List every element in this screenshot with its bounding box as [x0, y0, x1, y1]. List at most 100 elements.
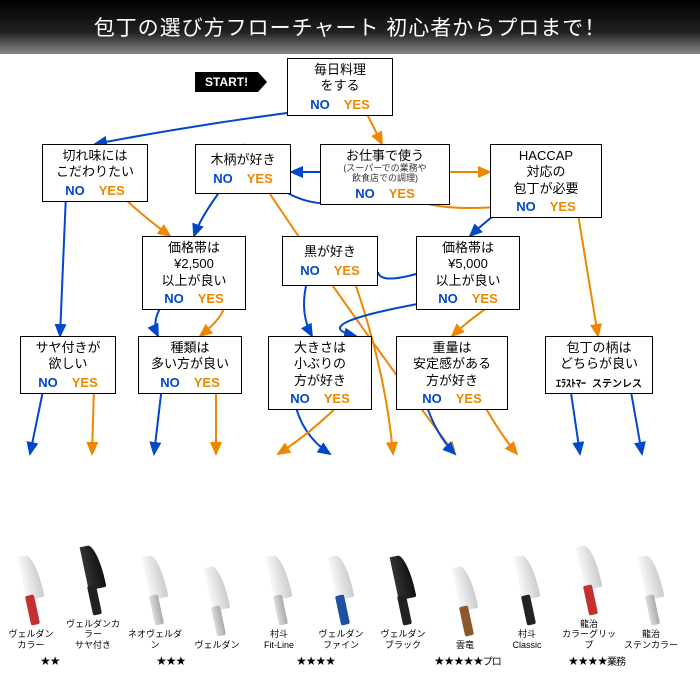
- edge: [570, 386, 580, 454]
- product: 龍治カラーグリップ: [558, 545, 620, 650]
- edge: [576, 202, 598, 336]
- product: 雲竜: [434, 566, 496, 650]
- no-label: NO: [516, 199, 536, 214]
- decision-subtext: (スーパーでの業務や飲食店での調理): [343, 164, 426, 184]
- product-name: ヴェルダンブラック: [372, 629, 434, 650]
- decision-text: 価格帯は¥5,000以上が良い: [435, 240, 500, 289]
- product-name: ヴェルダンファイン: [310, 629, 372, 650]
- knife-icon: [126, 555, 184, 627]
- decision-text: 大きさは小ぶりの方が好き: [294, 340, 346, 389]
- decision-text: 重量は安定感がある方が好き: [413, 340, 491, 389]
- no-label: NO: [300, 263, 320, 278]
- edge: [630, 386, 642, 454]
- knife-icon: [188, 566, 246, 638]
- knife-icon: [560, 545, 618, 617]
- product-name: ヴェルダンカラーサヤ付き: [62, 619, 124, 650]
- no-yes-row: NOYES: [38, 375, 98, 390]
- yes-label: YES: [99, 183, 125, 198]
- knife-icon: [2, 555, 60, 627]
- no-label: NO: [290, 391, 310, 406]
- no-yes-row: ｴﾗｽﾄﾏｰステンレス: [556, 375, 642, 390]
- product: ネオヴェルダン: [124, 555, 186, 650]
- knife-icon: [64, 545, 122, 617]
- edge: [304, 286, 312, 336]
- product: ヴェルダンファイン: [310, 555, 372, 650]
- product: ヴェルダンカラーサヤ付き: [62, 545, 124, 650]
- option-1: ｴﾗｽﾄﾏｰ: [556, 375, 586, 390]
- knife-icon: [374, 555, 432, 627]
- product-name: ヴェルダン: [186, 640, 248, 650]
- yes-label: YES: [456, 391, 482, 406]
- no-yes-row: NO YES: [290, 391, 350, 406]
- yes-label: YES: [324, 391, 350, 406]
- decision-n1: 切れ味にはこだわりたい NO YES: [42, 144, 148, 202]
- rating: ★★★★: [296, 654, 335, 668]
- product: 龍治ステンカラー: [620, 555, 682, 650]
- no-yes-row: NOYES: [160, 375, 220, 390]
- yes-label: YES: [198, 291, 224, 306]
- rating: ★★★★業務: [568, 653, 625, 668]
- product-name: ヴェルダンカラー: [0, 629, 62, 650]
- yes-label: YES: [550, 199, 576, 214]
- no-yes-row: NO YES: [300, 263, 360, 278]
- decision-text: 木柄が好き: [210, 152, 275, 168]
- no-label: NO: [438, 291, 458, 306]
- decision-n8: サヤ付きが欲しい NOYES: [20, 336, 116, 394]
- decision-n2: 木柄が好き NO YES: [195, 144, 291, 194]
- edge: [60, 194, 66, 336]
- no-label: NO: [38, 375, 58, 390]
- decision-n6: 黒が好き NO YES: [282, 236, 378, 286]
- no-yes-row: NOYES: [310, 97, 370, 112]
- yes-label: YES: [389, 186, 415, 201]
- decision-n9: 種類は多い方が良い NOYES: [138, 336, 242, 394]
- header-title: 包丁の選び方フローチャート 初心者からプロまで！: [94, 12, 607, 42]
- product: ヴェルダン: [186, 566, 248, 650]
- decision-n5: 価格帯は¥2,500以上が良いNOYES: [142, 236, 246, 310]
- knife-icon: [622, 555, 680, 627]
- decision-n12: 包丁の柄はどちらが良い ｴﾗｽﾄﾏｰステンレス: [545, 336, 653, 394]
- yes-label: YES: [247, 171, 273, 186]
- knife-icon: [436, 566, 494, 638]
- product-name: 村斗Classic: [496, 629, 558, 650]
- product-name: 龍治カラーグリップ: [558, 619, 620, 650]
- no-yes-row: NO YES: [164, 291, 224, 306]
- decision-text: 切れ味にはこだわりたい: [56, 148, 134, 181]
- decision-n3: お仕事で使う(スーパーでの業務や飲食店での調理)NOYES: [320, 144, 450, 205]
- no-label: NO: [355, 186, 375, 201]
- no-label: NO: [310, 97, 330, 112]
- no-label: NO: [213, 171, 233, 186]
- no-label: NO: [65, 183, 85, 198]
- start-badge: START!: [195, 72, 258, 92]
- yes-label: YES: [472, 291, 498, 306]
- decision-text: 種類は多い方が良い: [151, 340, 229, 373]
- flowchart-canvas: 毎日料理をするNOYES切れ味にはこだわりたいNOYES木柄が好きNOYESお仕…: [0, 54, 700, 700]
- knife-icon: [250, 555, 308, 627]
- decision-text: 包丁の柄はどちらが良い: [560, 340, 638, 373]
- rating: ★★★★★プロ: [434, 653, 501, 668]
- product-name: ネオヴェルダン: [124, 629, 186, 650]
- decision-text: 黒が好き: [304, 244, 356, 260]
- decision-n4: HACCAP対応の包丁が必要 NO YES: [490, 144, 602, 218]
- yes-label: YES: [334, 263, 360, 278]
- knife-icon: [312, 555, 370, 627]
- product-name: 村斗Fit-Line: [248, 629, 310, 650]
- product-name: 雲竜: [434, 640, 496, 650]
- rating: ★★★: [156, 654, 185, 668]
- edge: [30, 386, 44, 454]
- decision-n11: 重量は安定感がある方が好き NO YES: [396, 336, 508, 410]
- no-label: NO: [422, 391, 442, 406]
- product: 村斗Fit-Line: [248, 555, 310, 650]
- product: 村斗Classic: [496, 555, 558, 650]
- header: 包丁の選び方フローチャート 初心者からプロまで！: [0, 0, 700, 54]
- decision-text: サヤ付きが欲しい: [35, 340, 100, 373]
- no-label: NO: [164, 291, 184, 306]
- edges-layer: [0, 54, 700, 554]
- yes-label: YES: [194, 375, 220, 390]
- decision-text: HACCAP対応の包丁が必要: [513, 148, 578, 197]
- rating: ★★: [40, 654, 60, 668]
- decision-n0: 毎日料理をするNOYES: [287, 58, 393, 116]
- decision-n7: 価格帯は¥5,000以上が良い NO YES: [416, 236, 520, 310]
- knife-icon: [498, 555, 556, 627]
- edge: [154, 386, 162, 454]
- edge: [378, 272, 416, 279]
